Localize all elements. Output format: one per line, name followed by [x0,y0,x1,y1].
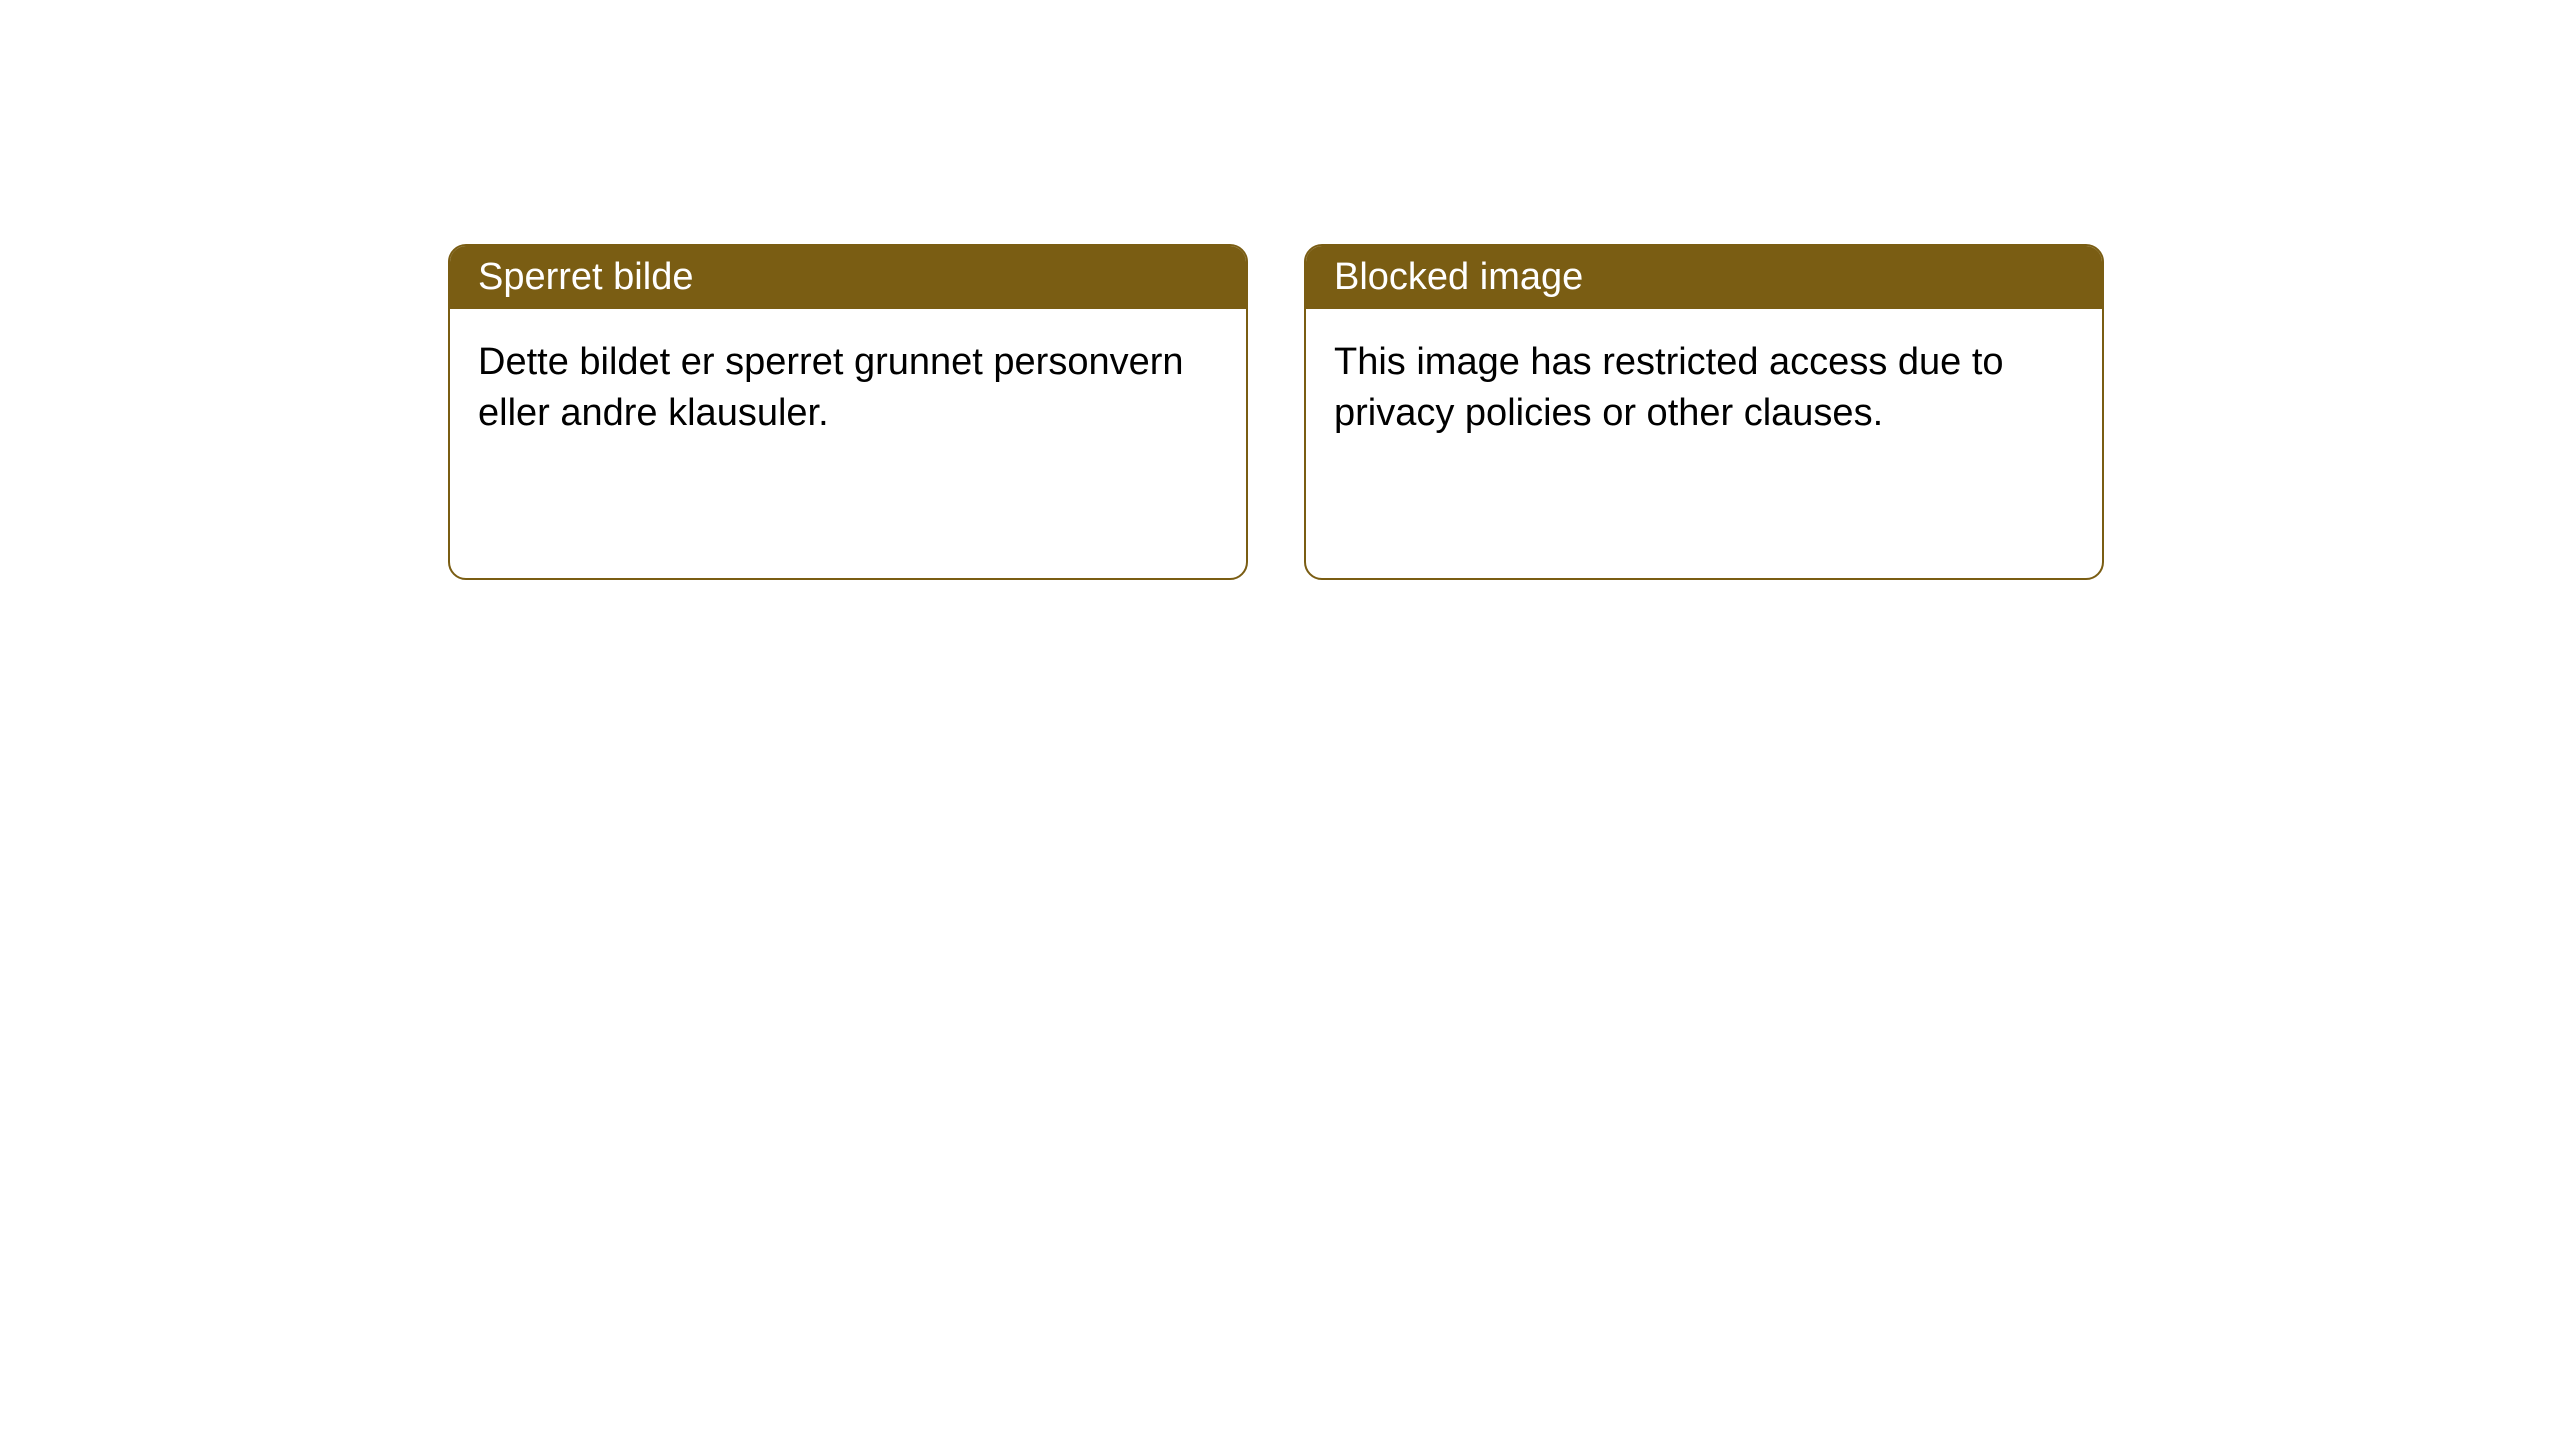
notice-body-english: This image has restricted access due to … [1306,309,2102,468]
notice-body-norwegian: Dette bildet er sperret grunnet personve… [450,309,1246,468]
notice-title-english: Blocked image [1306,246,2102,309]
notice-card-norwegian: Sperret bilde Dette bildet er sperret gr… [448,244,1248,580]
notice-title-norwegian: Sperret bilde [450,246,1246,309]
notice-card-english: Blocked image This image has restricted … [1304,244,2104,580]
notice-container: Sperret bilde Dette bildet er sperret gr… [448,244,2104,580]
